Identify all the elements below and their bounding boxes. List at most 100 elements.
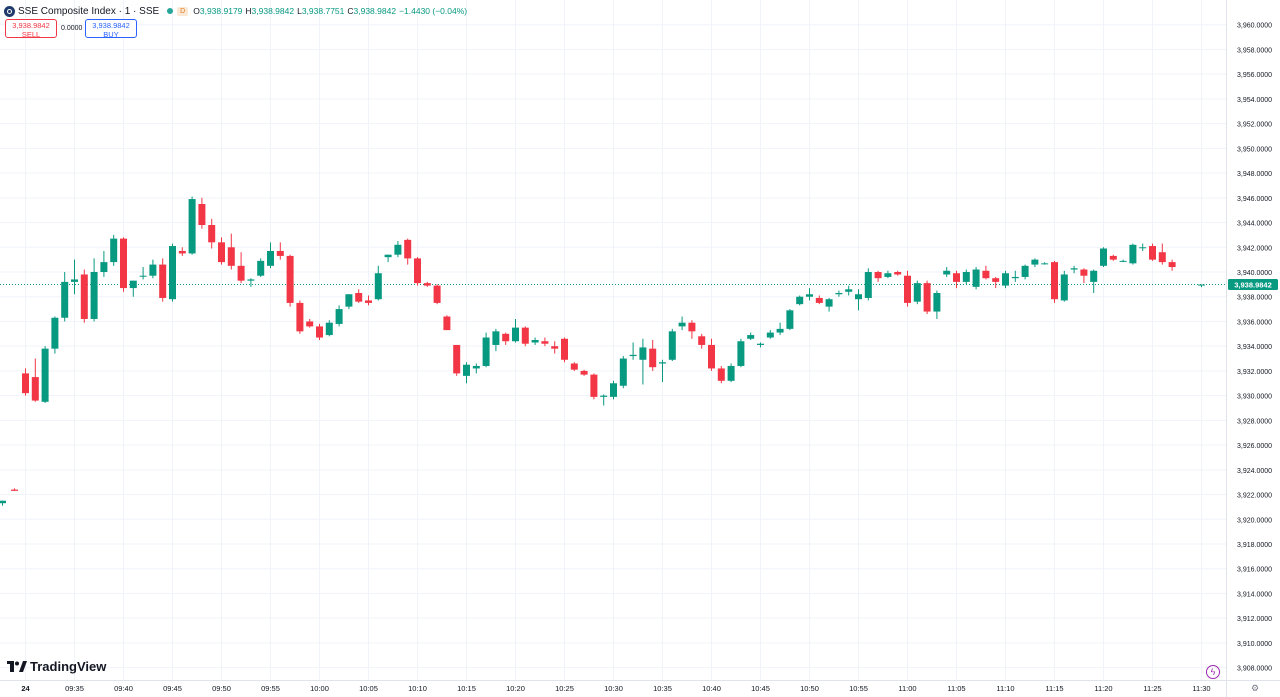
candle	[590, 373, 598, 400]
candle-body	[825, 299, 833, 307]
candle-body	[972, 269, 980, 287]
candle	[1149, 243, 1156, 261]
high-label: H	[245, 6, 252, 16]
candle-body	[433, 285, 441, 303]
y-tick-label: 3,922.0000	[1237, 493, 1272, 500]
candle-body	[1119, 260, 1127, 262]
candle-body	[1109, 255, 1117, 260]
candle-body	[355, 293, 363, 302]
x-tick-label: 24	[21, 684, 30, 693]
high-value: 3,938.9842	[251, 6, 295, 16]
x-tick-label: 10:25	[555, 684, 574, 693]
candle-body	[688, 322, 696, 332]
candle-body	[1158, 252, 1166, 263]
candle-body	[982, 270, 990, 279]
buy-label: BUY	[103, 30, 119, 39]
candle	[1109, 254, 1117, 261]
candle-body	[169, 246, 176, 300]
candle-body	[531, 340, 539, 343]
low-value: 3,938.7751	[301, 6, 345, 16]
last-price-tag-group: 3,938.9842	[1228, 279, 1278, 291]
candle	[61, 272, 69, 322]
candle	[698, 333, 706, 349]
candle-body	[570, 363, 578, 370]
candle-body	[884, 273, 892, 277]
candle	[169, 243, 176, 302]
candle	[1011, 270, 1019, 282]
candle-body	[41, 348, 49, 402]
sell-button[interactable]: 3,938.9842 SELL	[5, 19, 57, 39]
candle	[1080, 268, 1088, 284]
candle-body	[1011, 276, 1019, 279]
last-price-tag	[1228, 279, 1278, 291]
x-tick-label: 10:40	[702, 684, 721, 693]
candle	[541, 337, 549, 347]
candle	[345, 294, 353, 310]
buy-button[interactable]: 3,938.9842 BUY	[85, 19, 137, 39]
candle	[316, 323, 323, 340]
logo-text: TradingView	[30, 659, 107, 674]
candle	[1158, 243, 1166, 265]
candle	[512, 318, 519, 343]
candle	[100, 250, 108, 277]
candle-body	[80, 274, 88, 319]
candle	[570, 362, 578, 371]
candle	[884, 270, 892, 279]
y-tick-label: 3,926.0000	[1237, 443, 1272, 450]
candle-body	[443, 316, 451, 331]
y-tick-label: 3,912.0000	[1237, 616, 1272, 623]
x-tick-label: 10:50	[800, 684, 819, 693]
candle-body	[815, 297, 823, 303]
candle-body	[90, 272, 98, 319]
x-tick-label: 10:30	[604, 684, 623, 693]
candle	[531, 337, 539, 345]
change-value: −1.4430 (−0.04%)	[399, 6, 468, 16]
candle	[453, 344, 461, 376]
candle-body	[227, 247, 235, 266]
candle	[227, 233, 235, 270]
last-price-tag-text: 3,938.9842	[1234, 281, 1272, 290]
candle-body	[1002, 273, 1009, 286]
candle-body	[953, 273, 960, 282]
candle-body	[708, 344, 715, 369]
y-tick-label: 3,916.0000	[1237, 567, 1272, 574]
candle	[913, 280, 921, 305]
candle	[1119, 259, 1127, 263]
candle-body	[796, 296, 804, 305]
candle	[257, 258, 265, 277]
candle-body	[649, 348, 657, 368]
y-tick-label: 3,956.0000	[1237, 72, 1272, 79]
candle-body	[51, 317, 59, 349]
settings-gear-icon[interactable]: ⚙	[1251, 683, 1260, 693]
candle-body	[845, 289, 853, 292]
y-tick-label: 3,918.0000	[1237, 542, 1272, 549]
y-tick-label: 3,952.0000	[1237, 122, 1272, 129]
y-tick-label: 3,928.0000	[1237, 418, 1272, 425]
candle-body	[561, 338, 568, 360]
spread-value: 0.0000	[61, 25, 83, 32]
tradingview-logo-icon	[7, 660, 27, 672]
candle	[355, 289, 363, 303]
candle	[139, 267, 147, 280]
candle-body	[610, 383, 617, 397]
symbol-title[interactable]: SSE Composite Index · 1 · SSE	[18, 5, 160, 17]
candle-body	[267, 250, 274, 266]
candle-body	[521, 327, 529, 344]
candle-body	[923, 283, 931, 312]
candle	[237, 252, 245, 284]
candle-body	[414, 258, 421, 284]
tradingview-logo[interactable]: TradingView	[7, 659, 106, 674]
x-tick-label: 10:20	[506, 684, 525, 693]
candle-body	[404, 239, 412, 259]
candle	[1031, 258, 1039, 268]
candle	[972, 267, 980, 290]
candle	[178, 247, 186, 256]
candle	[198, 197, 206, 229]
x-tick-label: 10:00	[310, 684, 329, 693]
lightning-icon[interactable]: ϟ	[1206, 665, 1220, 679]
candle-body	[237, 265, 245, 281]
x-tick-label: 10:45	[751, 684, 770, 693]
candle-body	[1070, 268, 1078, 270]
candle	[22, 368, 29, 396]
